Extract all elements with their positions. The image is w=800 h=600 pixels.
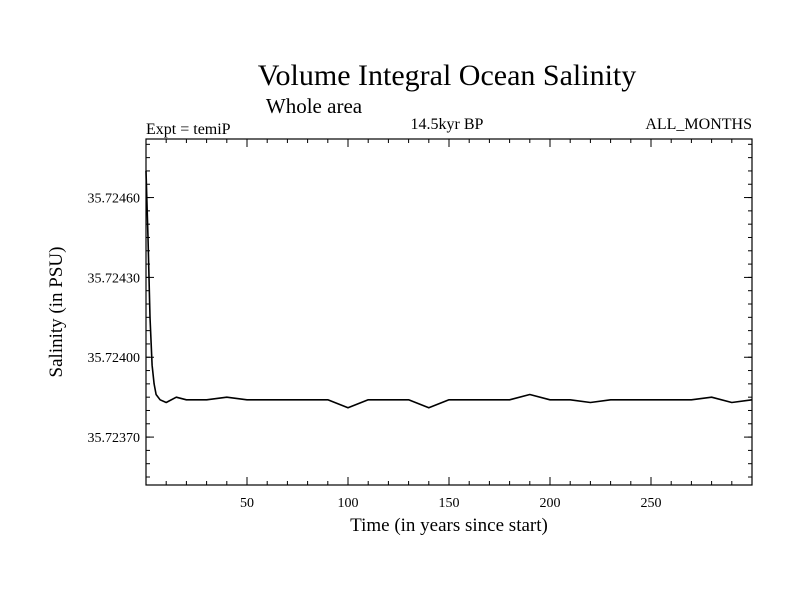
y-tick-label: 35.72460 [88,192,141,207]
experiment-label: Expt = temiP [146,121,231,138]
x-tick-label: 150 [439,496,460,511]
x-axis-ticks: 50 100 150 200 250 [165,139,733,511]
y-axis-label: Salinity (in PSU) [46,247,67,378]
x-tick-label: 250 [641,496,662,511]
y-axis-ticks: 35.72370 35.72400 35.72430 35.72460 [88,143,752,478]
y-tick-label: 35.72370 [88,431,141,446]
y-tick-label: 35.72400 [88,351,141,366]
chart-subtitle: Whole area [266,94,363,118]
x-tick-label: 200 [540,496,561,511]
chart-title: Volume Integral Ocean Salinity [258,59,637,92]
y-tick-label: 35.72430 [88,271,141,286]
series-layer [145,170,753,409]
plot-frame [145,138,753,486]
x-axis-label: Time (in years since start) [350,515,548,536]
months-label: ALL_MONTHS [645,116,752,133]
x-tick-label: 50 [240,496,254,511]
salinity-series-line [145,170,753,409]
period-label: 14.5kyr BP [411,116,484,133]
x-tick-label: 100 [338,496,359,511]
